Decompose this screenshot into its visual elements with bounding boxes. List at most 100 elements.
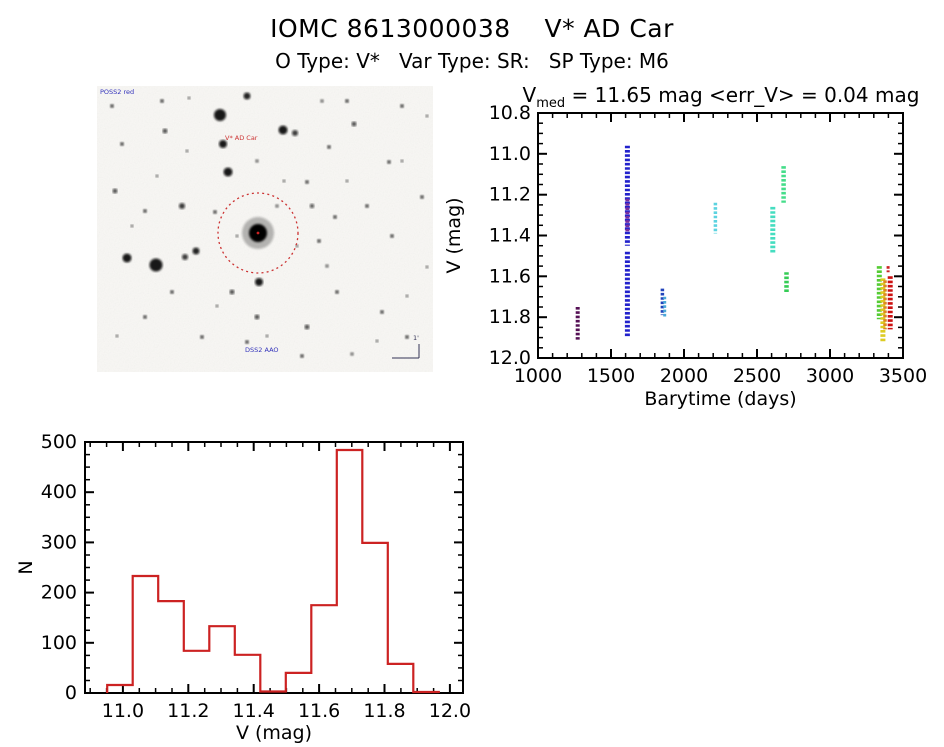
target-circle — [217, 192, 299, 274]
y-tick-label: 0 — [65, 682, 77, 704]
x-tick-label: 11.2 — [167, 700, 209, 722]
y-tick-label: 11.6 — [489, 265, 531, 287]
lightcurve-title: Vmed = 11.65 mag <err_V> = 0.04 mag — [460, 83, 944, 111]
x-tick-label: 11.8 — [363, 700, 405, 722]
x-tick-label: 2500 — [733, 365, 781, 387]
star — [214, 109, 226, 121]
star — [223, 167, 233, 177]
y-tick-label: 300 — [41, 531, 77, 553]
y-tick-label: 11.2 — [489, 184, 531, 206]
star — [405, 335, 409, 339]
star — [309, 203, 315, 209]
star — [304, 324, 310, 330]
star — [335, 290, 339, 294]
star — [425, 114, 429, 118]
x-tick-label: 12.0 — [429, 700, 471, 722]
star — [160, 99, 164, 103]
star — [320, 99, 324, 103]
star — [235, 234, 239, 238]
star — [162, 128, 168, 134]
y-axis-label: N — [15, 560, 37, 574]
star — [325, 264, 329, 268]
lightcurve-title-rest: = 11.65 mag <err_V> = 0.04 mag — [565, 83, 920, 107]
target-label: V* AD Car — [225, 134, 258, 142]
star — [245, 340, 249, 344]
y-tick-label: 11.4 — [489, 225, 531, 247]
y-tick-label: 11.0 — [489, 143, 531, 165]
star — [420, 195, 424, 199]
y-tick-label: 100 — [41, 632, 77, 654]
survey-label: POSS2 red — [100, 88, 134, 96]
star — [365, 204, 369, 208]
histogram-outline — [106, 448, 440, 694]
star — [219, 140, 227, 148]
star — [375, 339, 379, 343]
star — [351, 121, 357, 127]
star — [179, 203, 185, 209]
star — [187, 96, 191, 100]
x-axis-label: V (mag) — [236, 722, 312, 744]
star — [192, 247, 200, 255]
lightcurve-scatter-plot: 1000 1500 2000 2500 3000 3500 10.8 11.0 11.2 11.4… — [443, 102, 927, 410]
x-tick-label: 11.4 — [233, 700, 275, 722]
x-tick-label: 3000 — [806, 365, 854, 387]
x-tick-label: 11.0 — [102, 700, 144, 722]
star — [143, 209, 147, 213]
star — [292, 130, 298, 136]
star — [254, 314, 260, 320]
star — [295, 244, 299, 248]
y-tick-label: 12.0 — [489, 347, 531, 369]
magnitude-histogram: 11.0 11.2 11.4 11.6 11.8 12.0 0 100 200 300 400 500… — [15, 431, 471, 744]
star — [112, 188, 118, 194]
page-subtitle: O Type: V* Var Type: SR: SP Type: M6 — [275, 49, 669, 73]
star — [300, 354, 304, 358]
star — [405, 294, 409, 298]
plot-frame — [537, 112, 904, 359]
star — [155, 174, 159, 178]
star — [255, 159, 259, 163]
star — [185, 149, 189, 153]
star — [345, 179, 349, 183]
star — [130, 224, 134, 228]
star — [275, 204, 279, 208]
star — [278, 125, 288, 135]
star — [255, 278, 263, 286]
x-tick-label: 11.6 — [298, 700, 340, 722]
star — [110, 104, 114, 108]
x-tick-label: 1000 — [514, 365, 562, 387]
star — [305, 180, 309, 184]
x-tick-label: 1500 — [587, 365, 635, 387]
star — [243, 92, 251, 100]
star — [143, 315, 147, 319]
page-title: IOMC 8613000038 V* AD Car — [270, 14, 674, 43]
star — [122, 253, 132, 263]
star — [400, 159, 404, 163]
star — [282, 179, 286, 183]
star — [115, 334, 119, 338]
lightcurve-title-v: V — [522, 83, 537, 107]
credit-label: DSS2 AAO — [245, 346, 279, 354]
x-tick-label: 3500 — [879, 365, 927, 387]
star — [333, 215, 337, 219]
star — [425, 265, 429, 269]
y-tick-label: 500 — [41, 431, 77, 453]
star — [120, 142, 124, 146]
y-tick-label: 10.8 — [489, 102, 531, 124]
star — [400, 104, 404, 108]
star — [350, 352, 354, 356]
star — [380, 310, 384, 314]
star — [327, 145, 331, 149]
x-tick-label: 2000 — [660, 365, 708, 387]
target-marker-dot — [256, 231, 260, 235]
lightcurve-title-sub: med — [536, 96, 566, 111]
star — [265, 334, 269, 338]
star — [215, 304, 219, 308]
y-tick-label: 200 — [41, 582, 77, 604]
finder-chart-image: POSS2 red V* AD Car DSS2 AAO 1' — [97, 86, 433, 372]
plot-frame — [84, 441, 464, 694]
star — [317, 239, 321, 243]
star — [229, 289, 235, 295]
star — [182, 254, 188, 260]
y-tick-label: 400 — [41, 481, 77, 503]
star — [149, 258, 163, 272]
